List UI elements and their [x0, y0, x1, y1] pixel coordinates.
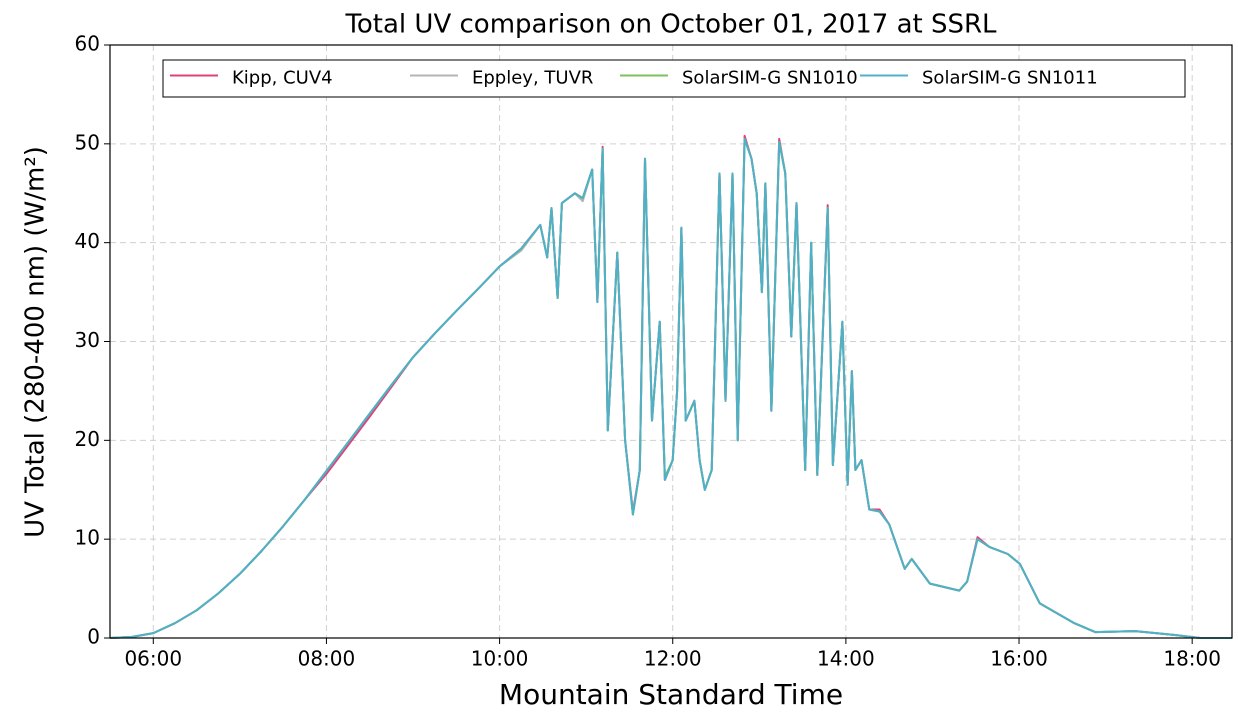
- legend-label: SolarSIM-G SN1011: [922, 68, 1098, 89]
- legend-label: Kipp, CUV4: [232, 68, 333, 89]
- x-tick-label: 06:00: [124, 647, 182, 671]
- y-tick-label: 50: [75, 130, 100, 154]
- y-tick-label: 10: [75, 526, 100, 550]
- plot-frame: [109, 44, 1233, 639]
- legend-label: SolarSIM-G SN1010: [682, 68, 858, 89]
- x-tick-label: 10:00: [471, 647, 529, 671]
- series-line: [109, 134, 1232, 639]
- series-line: [109, 137, 1232, 639]
- y-axis-label: UV Total (280-400 nm) (W/m²): [21, 146, 51, 538]
- legend: Kipp, CUV4 Eppley, TUVR SolarSIM-G SN1010 S…: [162, 59, 1186, 98]
- x-tick-label: 16:00: [990, 647, 1048, 671]
- legend-label: Eppley, TUVR: [472, 68, 593, 89]
- y-tick-label: 20: [75, 427, 100, 451]
- x-axis-label: Mountain Standard Time: [499, 678, 843, 711]
- chart-title: Total UV comparison on October 01, 2017 …: [344, 10, 997, 40]
- x-tick-label: 12:00: [644, 647, 702, 671]
- series-line: [109, 137, 1232, 639]
- y-tick-label: 30: [75, 328, 100, 352]
- x-tick-label: 18:00: [1163, 647, 1221, 671]
- x-tick-label: 14:00: [817, 647, 875, 671]
- y-tick-label: 40: [75, 229, 100, 253]
- y-tick-label: 0: [87, 625, 100, 649]
- legend-box: [162, 59, 1186, 98]
- y-tick-label: 60: [75, 32, 100, 56]
- series-line: [109, 137, 1232, 639]
- x-tick-label: 08:00: [298, 647, 356, 671]
